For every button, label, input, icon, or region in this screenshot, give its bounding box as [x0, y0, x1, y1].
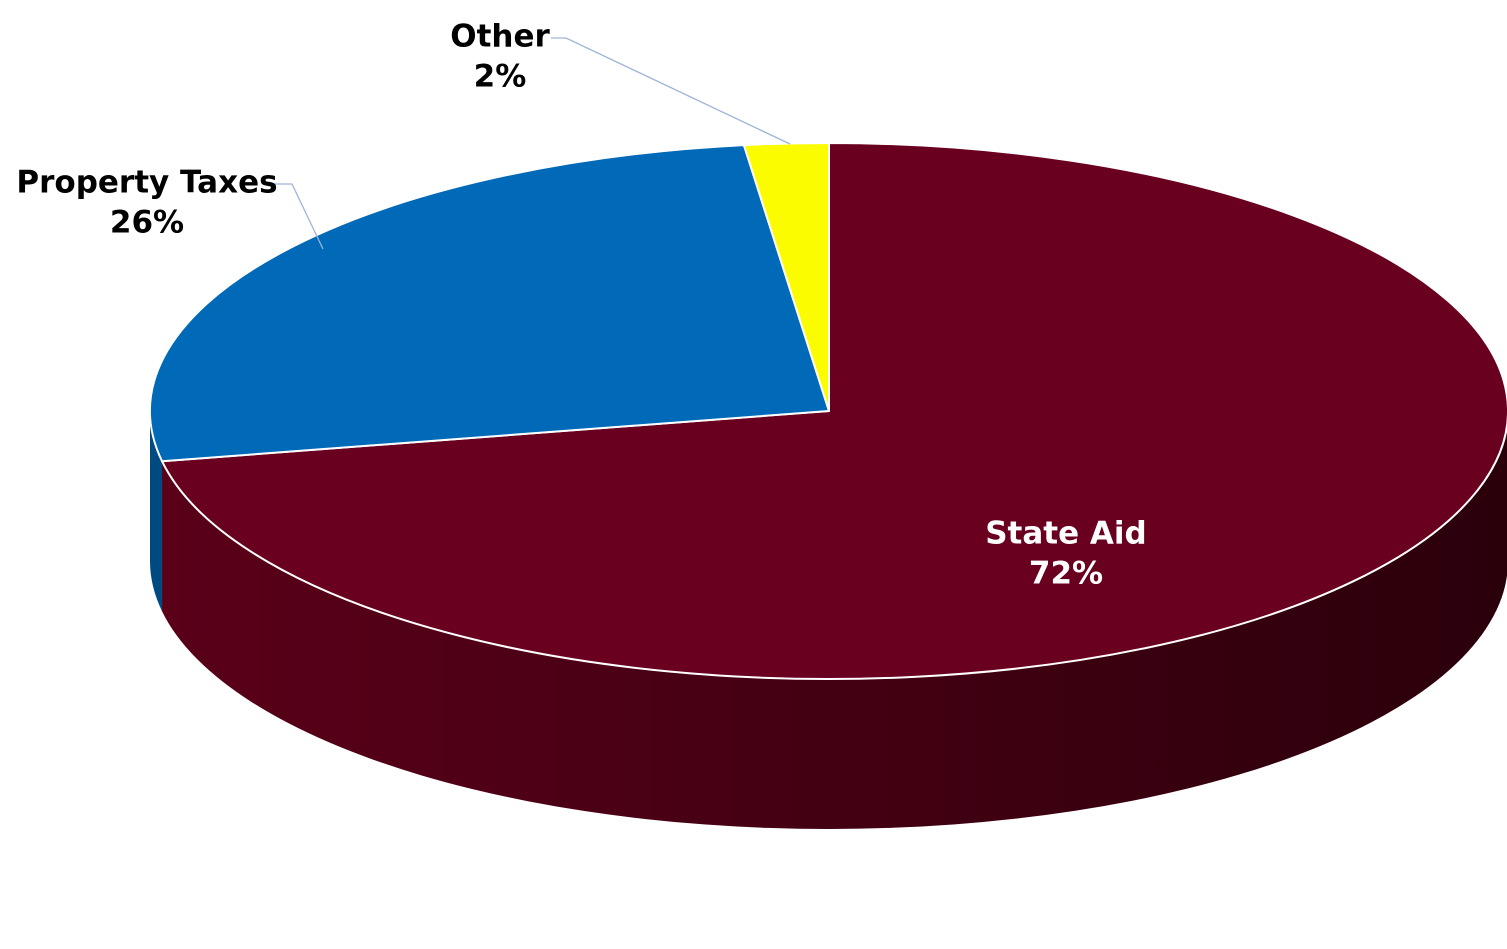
pie-label-group: State Aid 72% Property Taxes 26% Other 2% [16, 19, 1146, 592]
slice-value-property-taxes: 26% [110, 205, 184, 241]
pie-leader-lines [275, 37, 791, 250]
pie-slice-state-aid [161, 142, 1507, 680]
pie-side-group [150, 411, 1507, 829]
slice-label-other: Other [450, 19, 550, 55]
leader-line-property-taxes [275, 183, 324, 250]
pie-top-group [149, 142, 1507, 680]
slice-label-state-aid: State Aid [985, 516, 1147, 552]
leader-line-other [551, 37, 791, 145]
slice-value-other: 2% [474, 59, 527, 95]
pie-slice-property-taxes [149, 144, 830, 463]
slice-label-property-taxes: Property Taxes [16, 165, 277, 201]
pie-side-property-taxes [150, 411, 163, 612]
pie-side-state-aid [162, 424, 1507, 829]
pie-slice-other [742, 142, 830, 412]
slice-value-state-aid: 72% [1029, 556, 1103, 592]
